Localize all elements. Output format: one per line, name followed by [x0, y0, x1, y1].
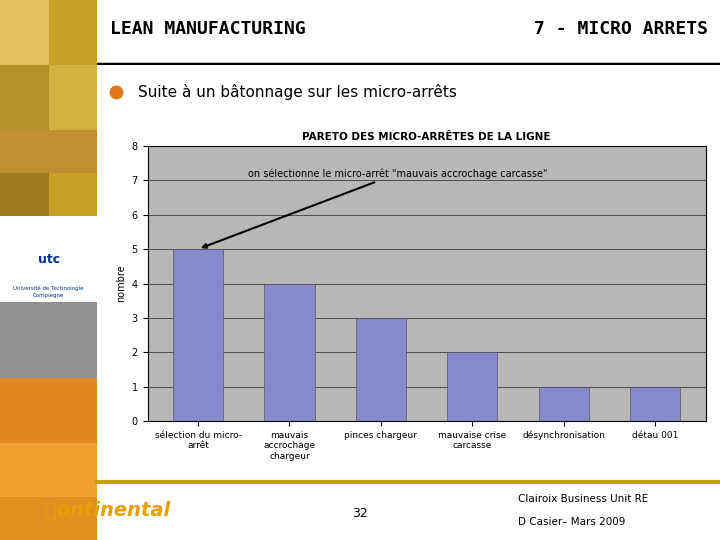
- Bar: [0, 497, 97, 540]
- Bar: [0, 378, 97, 443]
- Bar: [0, 0, 49, 65]
- Text: Université de Technologie
Compiègne: Université de Technologie Compiègne: [14, 286, 84, 298]
- Text: Clairoix Business Unit RE: Clairoix Business Unit RE: [518, 494, 649, 504]
- Bar: [49, 65, 97, 130]
- Bar: [0, 0, 97, 151]
- Text: on sélectionne le micro-arrêt "mauvais accrochage carcasse": on sélectionne le micro-arrêt "mauvais a…: [203, 168, 548, 248]
- Y-axis label: nombre: nombre: [116, 265, 126, 302]
- Bar: [630, 387, 680, 421]
- Text: D Casier– Mars 2009: D Casier– Mars 2009: [518, 517, 626, 528]
- Text: 32: 32: [352, 507, 368, 520]
- Bar: [0, 302, 97, 378]
- Bar: [447, 353, 498, 421]
- Bar: [0, 216, 97, 270]
- Text: ⓒontinental: ⓒontinental: [45, 501, 171, 520]
- Bar: [0, 443, 97, 497]
- Bar: [264, 284, 315, 421]
- Bar: [356, 318, 406, 421]
- Text: 7 - MICRO ARRETS: 7 - MICRO ARRETS: [534, 20, 708, 38]
- Bar: [0, 173, 49, 216]
- Bar: [49, 0, 97, 65]
- Bar: [0, 130, 97, 173]
- Bar: [0, 65, 49, 130]
- Text: Suite à un bâtonnage sur les micro-arrêts: Suite à un bâtonnage sur les micro-arrêt…: [138, 84, 456, 99]
- Bar: [0, 151, 97, 216]
- Bar: [173, 249, 223, 421]
- Title: PARETO DES MICRO-ARRÊTES DE LA LIGNE: PARETO DES MICRO-ARRÊTES DE LA LIGNE: [302, 132, 551, 142]
- Text: LEAN MANUFACTURING: LEAN MANUFACTURING: [109, 20, 305, 38]
- Bar: [49, 173, 97, 216]
- Bar: [0, 216, 97, 302]
- Bar: [539, 387, 589, 421]
- Text: utc: utc: [37, 253, 60, 266]
